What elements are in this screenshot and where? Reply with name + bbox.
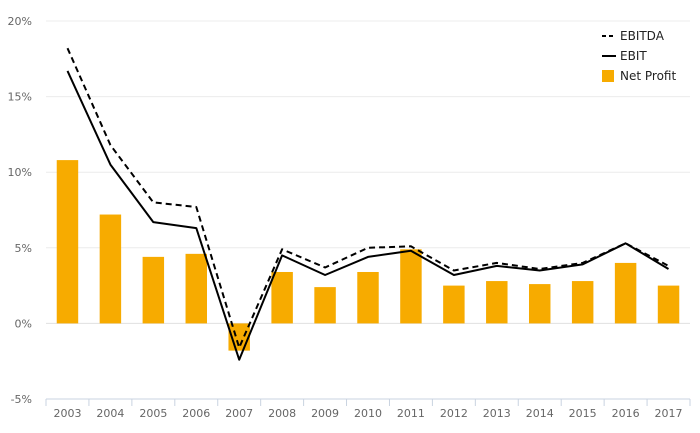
net-profit-bars — [56, 160, 680, 351]
x-tick-label: 2017 — [655, 407, 683, 420]
net-profit-bar[interactable] — [185, 253, 207, 324]
net-profit-bar[interactable] — [142, 256, 165, 324]
net-profit-bar[interactable] — [56, 160, 79, 324]
y-tick-label: 0% — [15, 317, 32, 330]
legend-label: Net Profit — [620, 69, 676, 83]
net-profit-bar[interactable] — [443, 285, 465, 324]
series-lines — [66, 47, 670, 361]
legend-label: EBIT — [620, 49, 647, 63]
legend-swatch — [602, 70, 614, 82]
x-tick-label: 2009 — [311, 407, 339, 420]
net-profit-bar[interactable] — [614, 262, 637, 324]
x-tick-label: 2014 — [526, 407, 554, 420]
x-tick-label: 2007 — [225, 407, 253, 420]
x-tick-label: 2005 — [139, 407, 167, 420]
net-profit-bar[interactable] — [400, 249, 422, 324]
legend-label: EBITDA — [620, 29, 665, 43]
y-tick-label: 10% — [8, 166, 32, 179]
net-profit-bar[interactable] — [571, 281, 594, 324]
y-tick-label: 5% — [15, 242, 32, 255]
x-tick-label: 2008 — [268, 407, 296, 420]
y-tick-label: 20% — [8, 15, 32, 28]
x-tick-label: 2015 — [569, 407, 597, 420]
ebit-line[interactable] — [66, 70, 670, 361]
x-tick-label: 2003 — [53, 407, 81, 420]
net-profit-bar[interactable] — [314, 287, 336, 324]
legend-item-ebit[interactable]: EBIT — [602, 49, 647, 63]
x-tick-label: 2016 — [612, 407, 640, 420]
x-tick-label: 2006 — [182, 407, 210, 420]
y-tick-label: 15% — [8, 91, 32, 104]
net-profit-bar[interactable] — [529, 284, 551, 324]
x-tick-label: 2012 — [440, 407, 468, 420]
net-profit-bar[interactable] — [271, 271, 293, 324]
x-tick-label: 2011 — [397, 407, 425, 420]
net-profit-bar[interactable] — [486, 281, 508, 324]
axes: 20% 15% 10% 5% 0% -5% 2003 2004 2005 2006 2007 2008… — [8, 15, 691, 420]
net-profit-bar[interactable] — [357, 271, 379, 324]
legend[interactable]: EBITDA EBIT Net Profit — [602, 29, 676, 83]
net-profit-bar[interactable] — [657, 285, 680, 324]
legend-item-net-profit[interactable]: Net Profit — [602, 69, 676, 83]
legend-item-ebitda[interactable]: EBITDA — [602, 29, 665, 43]
net-profit-bar[interactable] — [99, 214, 122, 324]
y-tick-label: -5% — [11, 393, 32, 406]
x-tick-label: 2013 — [483, 407, 511, 420]
x-tick-label: 2010 — [354, 407, 382, 420]
x-tick-label: 2004 — [96, 407, 124, 420]
ebitda-line[interactable] — [66, 47, 669, 349]
